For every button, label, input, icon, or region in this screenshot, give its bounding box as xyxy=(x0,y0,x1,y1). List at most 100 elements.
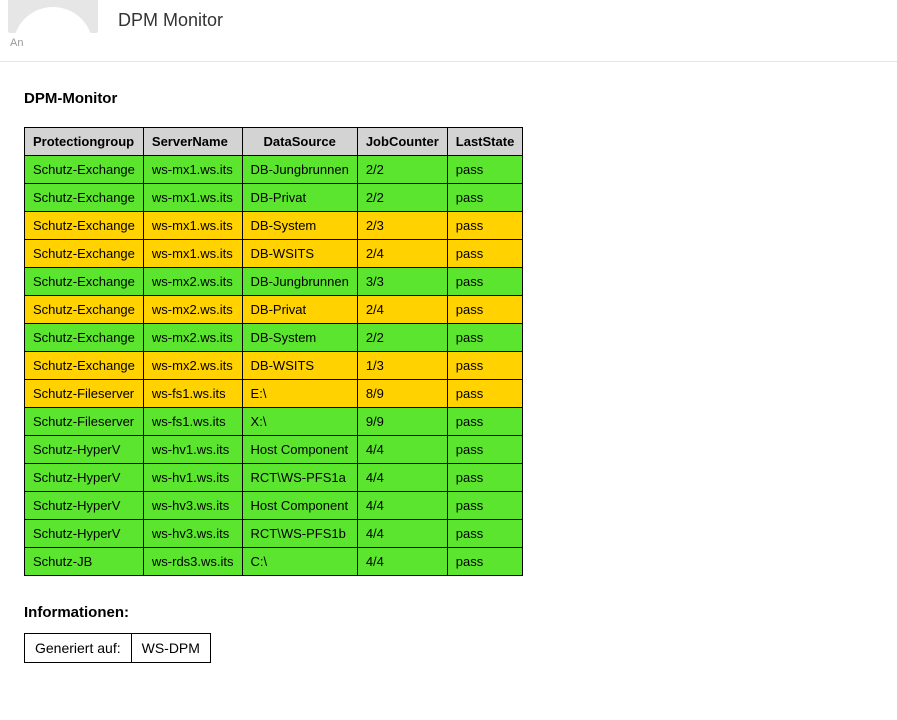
cell-servername: ws-hv1.ws.its xyxy=(143,436,242,464)
cell-laststate: pass xyxy=(447,296,523,324)
cell-jobcounter: 4/4 xyxy=(357,492,447,520)
cell-jobcounter: 1/3 xyxy=(357,352,447,380)
cell-datasource: Host Component xyxy=(242,436,357,464)
cell-protectiongroup: Schutz-Fileserver xyxy=(25,408,144,436)
cell-servername: ws-mx1.ws.its xyxy=(143,212,242,240)
cell-jobcounter: 8/9 xyxy=(357,380,447,408)
cell-laststate: pass xyxy=(447,380,523,408)
cell-datasource: DB-WSITS xyxy=(242,240,357,268)
cell-servername: ws-mx2.ws.its xyxy=(143,268,242,296)
cell-protectiongroup: Schutz-Exchange xyxy=(25,212,144,240)
table-row: Schutz-Fileserverws-fs1.ws.itsE:\8/9pass xyxy=(25,380,523,408)
info-title: Informationen: xyxy=(24,604,873,621)
cell-laststate: pass xyxy=(447,268,523,296)
cell-protectiongroup: Schutz-Exchange xyxy=(25,268,144,296)
status-table-head: ProtectiongroupServerNameDataSourceJobCo… xyxy=(25,128,523,156)
cell-datasource: X:\ xyxy=(242,408,357,436)
cell-jobcounter: 2/4 xyxy=(357,296,447,324)
page-title: DPM-Monitor xyxy=(24,90,873,107)
cell-datasource: RCT\WS-PFS1b xyxy=(242,520,357,548)
cell-datasource: DB-Jungbrunnen xyxy=(242,156,357,184)
message-header: An DPM Monitor xyxy=(0,0,897,62)
cell-datasource: DB-Privat xyxy=(242,184,357,212)
cell-datasource: RCT\WS-PFS1a xyxy=(242,464,357,492)
cell-laststate: pass xyxy=(447,184,523,212)
cell-jobcounter: 3/3 xyxy=(357,268,447,296)
cell-jobcounter: 2/2 xyxy=(357,324,447,352)
cell-jobcounter: 2/2 xyxy=(357,184,447,212)
cell-servername: ws-mx2.ws.its xyxy=(143,352,242,380)
cell-datasource: DB-System xyxy=(242,212,357,240)
info-table: Generiert auf: WS-DPM xyxy=(24,633,211,663)
table-header-row: ProtectiongroupServerNameDataSourceJobCo… xyxy=(25,128,523,156)
col-jobcounter: JobCounter xyxy=(357,128,447,156)
cell-laststate: pass xyxy=(447,156,523,184)
cell-servername: ws-mx1.ws.its xyxy=(143,184,242,212)
cell-protectiongroup: Schutz-HyperV xyxy=(25,492,144,520)
cell-protectiongroup: Schutz-Exchange xyxy=(25,184,144,212)
avatar-silhouette xyxy=(13,7,93,33)
table-row: Schutz-Exchangews-mx1.ws.itsDB-System2/3… xyxy=(25,212,523,240)
status-table: ProtectiongroupServerNameDataSourceJobCo… xyxy=(24,127,523,576)
table-row: Schutz-JBws-rds3.ws.itsC:\4/4pass xyxy=(25,548,523,576)
cell-protectiongroup: Schutz-Exchange xyxy=(25,240,144,268)
cell-protectiongroup: Schutz-Exchange xyxy=(25,296,144,324)
subject-line: DPM Monitor xyxy=(118,0,223,31)
table-row: Schutz-HyperVws-hv3.ws.itsRCT\WS-PFS1b4/… xyxy=(25,520,523,548)
cell-datasource: DB-System xyxy=(242,324,357,352)
table-row: Schutz-Exchangews-mx2.ws.itsDB-Privat2/4… xyxy=(25,296,523,324)
info-label-generated-on: Generiert auf: xyxy=(25,634,132,663)
cell-laststate: pass xyxy=(447,492,523,520)
cell-laststate: pass xyxy=(447,408,523,436)
table-row: Schutz-HyperVws-hv1.ws.itsHost Component… xyxy=(25,436,523,464)
table-row: Schutz-Exchangews-mx2.ws.itsDB-Jungbrunn… xyxy=(25,268,523,296)
cell-servername: ws-mx2.ws.its xyxy=(143,296,242,324)
table-row: Schutz-Exchangews-mx2.ws.itsDB-System2/2… xyxy=(25,324,523,352)
table-row: Schutz-Exchangews-mx1.ws.itsDB-Privat2/2… xyxy=(25,184,523,212)
cell-datasource: C:\ xyxy=(242,548,357,576)
cell-jobcounter: 2/2 xyxy=(357,156,447,184)
table-row: Schutz-Exchangews-mx2.ws.itsDB-WSITS1/3p… xyxy=(25,352,523,380)
cell-jobcounter: 4/4 xyxy=(357,520,447,548)
cell-laststate: pass xyxy=(447,240,523,268)
table-row: Schutz-HyperVws-hv3.ws.itsHost Component… xyxy=(25,492,523,520)
cell-servername: ws-hv3.ws.its xyxy=(143,492,242,520)
info-value-generated-on: WS-DPM xyxy=(131,634,210,663)
cell-jobcounter: 9/9 xyxy=(357,408,447,436)
avatar-container: An xyxy=(8,0,118,49)
col-laststate: LastState xyxy=(447,128,523,156)
cell-laststate: pass xyxy=(447,464,523,492)
cell-servername: ws-mx1.ws.its xyxy=(143,240,242,268)
cell-jobcounter: 4/4 xyxy=(357,464,447,492)
cell-datasource: E:\ xyxy=(242,380,357,408)
cell-servername: ws-mx1.ws.its xyxy=(143,156,242,184)
status-table-body: Schutz-Exchangews-mx1.ws.itsDB-Jungbrunn… xyxy=(25,156,523,576)
avatar xyxy=(8,0,98,33)
cell-protectiongroup: Schutz-HyperV xyxy=(25,436,144,464)
table-row: Schutz-Exchangews-mx1.ws.itsDB-WSITS2/4p… xyxy=(25,240,523,268)
cell-servername: ws-fs1.ws.its xyxy=(143,408,242,436)
table-row: Schutz-Exchangews-mx1.ws.itsDB-Jungbrunn… xyxy=(25,156,523,184)
col-servername: ServerName xyxy=(143,128,242,156)
cell-servername: ws-fs1.ws.its xyxy=(143,380,242,408)
cell-servername: ws-mx2.ws.its xyxy=(143,324,242,352)
cell-laststate: pass xyxy=(447,520,523,548)
cell-protectiongroup: Schutz-Exchange xyxy=(25,156,144,184)
table-row: Schutz-HyperVws-hv1.ws.itsRCT\WS-PFS1a4/… xyxy=(25,464,523,492)
cell-datasource: DB-WSITS xyxy=(242,352,357,380)
col-protectiongroup: Protectiongroup xyxy=(25,128,144,156)
cell-protectiongroup: Schutz-Exchange xyxy=(25,352,144,380)
recipient-label: An xyxy=(8,33,118,49)
cell-jobcounter: 4/4 xyxy=(357,548,447,576)
message-body: DPM-Monitor ProtectiongroupServerNameDat… xyxy=(0,62,897,687)
cell-jobcounter: 4/4 xyxy=(357,436,447,464)
cell-protectiongroup: Schutz-Exchange xyxy=(25,324,144,352)
cell-laststate: pass xyxy=(447,352,523,380)
cell-protectiongroup: Schutz-HyperV xyxy=(25,520,144,548)
table-row: Schutz-Fileserverws-fs1.ws.itsX:\9/9pass xyxy=(25,408,523,436)
cell-protectiongroup: Schutz-HyperV xyxy=(25,464,144,492)
cell-servername: ws-rds3.ws.its xyxy=(143,548,242,576)
cell-protectiongroup: Schutz-JB xyxy=(25,548,144,576)
cell-laststate: pass xyxy=(447,324,523,352)
cell-servername: ws-hv3.ws.its xyxy=(143,520,242,548)
